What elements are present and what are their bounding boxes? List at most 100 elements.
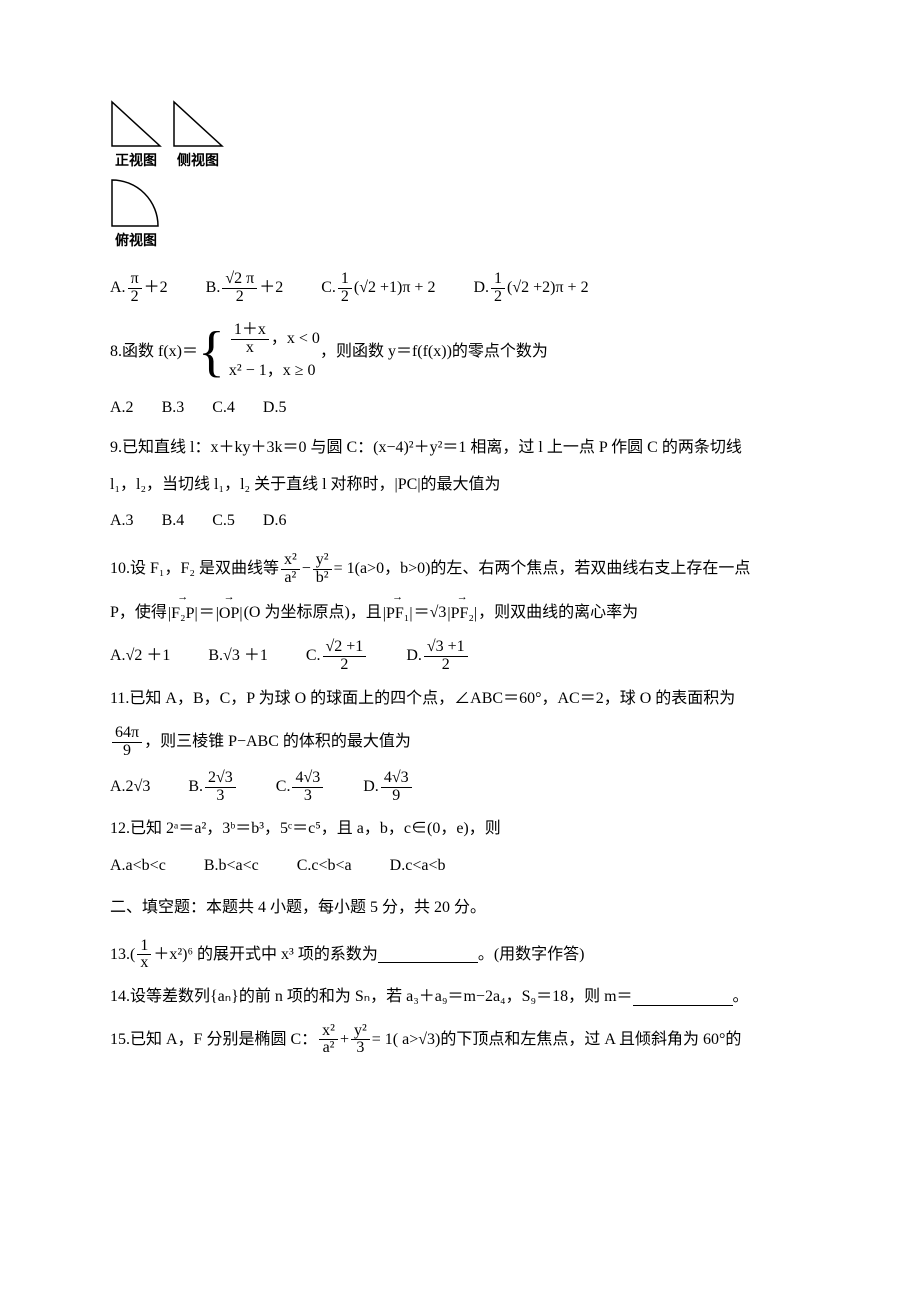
q12-opt-d: D.c<a<b (390, 851, 446, 881)
frac-num: 64π (112, 725, 142, 743)
frac-den: 9 (381, 788, 412, 805)
opt-text: (√2 +1)π + 2 (354, 273, 436, 303)
q10-line2: P，使得 F₂P ＝ OP (O 为坐标原点)，且 PF₁ ＝ √3 PF₂ ，… (110, 597, 638, 629)
q10-opt-a: A.√2 ＋1 (110, 639, 170, 674)
q7-opt-a: A. π2 ＋2 (110, 271, 168, 306)
frac-den: 3 (205, 788, 236, 805)
q15-stem: 15.已知 A，F 分别是椭圆 C： x²a² + y²3 = 1( a> √3… (110, 1023, 741, 1058)
q8-pre: 8.函数 f(x)＝ (110, 337, 198, 367)
frac-num: 2√3 (205, 770, 236, 788)
q15-pre: 15.已知 A，F 分别是椭圆 C： (110, 1025, 317, 1055)
q8-opt-d: D.5 (263, 393, 287, 423)
q14-stem: 14.设等差数列{aₙ}的前 n 项的和为 Sₙ，若 a₃＋a₉＝m−2a₄，S… (110, 982, 749, 1012)
q11-opt-a: A.2√3 (110, 770, 150, 805)
q10-l2-pre: P，使得 (110, 598, 167, 628)
q10-options: A.√2 ＋1 B.√3 ＋1 C.√2 +12 D.√3 +12 (110, 639, 810, 674)
q10-line1: 10.设 F₁，F₂ 是双曲线等 x²a² − y²b² = 1(a>0，b>0… (110, 552, 750, 587)
q8-post: ，则函数 y＝f(f(x))的零点个数为 (320, 337, 548, 367)
q7-opt-c: C. 12 (√2 +1)π + 2 (321, 271, 435, 306)
opt-text: (√2 +2)π + 2 (507, 273, 589, 303)
q11-opt-b: B.2√33 (188, 770, 237, 805)
q14-post: 。 (733, 982, 749, 1012)
q10-mid1: (O 为坐标原点)，且 (244, 598, 382, 628)
q7-opt-b: B. √2 π2 ＋2 (206, 271, 284, 306)
plus-sign: + (340, 1025, 349, 1055)
q10-opt-c: C.√2 +12 (306, 639, 368, 674)
vector-PF1: PF₁ (386, 597, 409, 629)
section-2-header: 二、填空题：本题共 4 小题，每小题 5 分，共 20 分。 (110, 893, 810, 923)
frac-num: √3 +1 (424, 639, 468, 657)
frac-den: x (137, 955, 151, 972)
frac-den: 2 (491, 289, 505, 306)
top-view-icon (110, 178, 162, 228)
left-brace-icon: { (198, 324, 225, 380)
diagram-row-bottom: 俯视图 (110, 178, 810, 256)
diagram-row-top: 正视图 侧视图 (110, 100, 810, 176)
opt-label: D. (473, 273, 489, 303)
opt-label: A. (110, 641, 126, 671)
piecewise-cond: ，x < 0 (271, 328, 320, 350)
opt-text: √3 ＋1 (223, 641, 268, 671)
piecewise-row-1: 1＋xx ，x < 0 (229, 322, 320, 357)
q8-opt-a: A.2 (110, 393, 134, 423)
frac-num: 4√3 (381, 770, 412, 788)
frac-den: 2 (424, 657, 468, 674)
vector-F2P: F₂P (171, 597, 194, 629)
frac-den: b² (313, 570, 332, 587)
q7-options: A. π2 ＋2 B. √2 π2 ＋2 C. 12 (√2 +1)π + 2 … (110, 271, 810, 306)
q12-opt-b: B.b<a<c (204, 851, 259, 881)
frac-den: a² (319, 1040, 338, 1057)
frac-num: √2 π (222, 271, 257, 289)
frac-den: 2 (222, 289, 257, 306)
q9-options: A.3 B.4 C.5 D.6 (110, 506, 810, 536)
q13-post: 。(用数字作答) (478, 940, 585, 970)
fill-blank[interactable] (633, 989, 733, 1006)
q10-opt-d: D.√3 +12 (406, 639, 469, 674)
equals-sign: ＝ (414, 598, 430, 628)
q11-line2: 64π9 ，则三棱锥 P−ABC 的体积的最大值为 (110, 725, 411, 760)
q13-pre: 13.( (110, 940, 135, 970)
side-view-label: 侧视图 (177, 149, 219, 176)
frac-num: y² (351, 1023, 370, 1041)
frac-den: 2 (128, 289, 142, 306)
q11-post: ，则三棱锥 P−ABC 的体积的最大值为 (144, 727, 411, 757)
opt-label: B. (206, 273, 221, 303)
frac-num: 1 (137, 938, 151, 956)
opt-label: B. (208, 641, 223, 671)
q9-line2: l₁，l₂，当切线 l₁，l₂ 关于直线 l 对称时，|PC|的最大值为 (110, 470, 810, 500)
q8-opt-b: B.3 (162, 393, 185, 423)
frac-den: 2 (323, 657, 367, 674)
q12-opt-a: A.a<b<c (110, 851, 166, 881)
vector-OP: OP (219, 597, 239, 629)
frac-num: 1 (491, 271, 505, 289)
piecewise-row-2: x² − 1，x ≥ 0 (229, 360, 320, 382)
opt-label: B. (188, 772, 203, 802)
q9-opt-d: D.6 (263, 506, 287, 536)
q11-opt-d: D.4√39 (363, 770, 413, 805)
q9-line1: 9.已知直线 l：x＋ky＋3k＝0 与圆 C：(x−4)²＋y²＝1 相离，过… (110, 433, 810, 463)
fill-blank[interactable] (378, 946, 478, 963)
front-view-icon (110, 100, 162, 148)
frac-num: 1＋x (231, 322, 269, 340)
top-view-label: 俯视图 (115, 229, 157, 256)
frac-den: 3 (292, 788, 323, 805)
frac-num: √2 +1 (323, 639, 367, 657)
q8-stem: 8.函数 f(x)＝ { 1＋xx ，x < 0 x² − 1，x ≥ 0 ，则… (110, 322, 548, 383)
frac-num: x² (281, 552, 300, 570)
q9-opt-c: C.5 (212, 506, 235, 536)
opt-label: D. (363, 772, 379, 802)
q10-pre: 10.设 F₁，F₂ 是双曲线等 (110, 554, 279, 584)
q12-options: A.a<b<c B.b<a<c C.c<b<a D.c<a<b (110, 851, 810, 881)
opt-label: C. (306, 641, 321, 671)
frac-den: 2 (338, 289, 352, 306)
frac-den: 9 (112, 743, 142, 760)
side-view-icon (172, 100, 224, 148)
opt-text: √3 (134, 772, 151, 802)
opt-label: D. (406, 641, 422, 671)
q14-text: 14.设等差数列{aₙ}的前 n 项的和为 Sₙ，若 a₃＋a₉＝m−2a₄，S… (110, 982, 633, 1012)
q7-opt-d: D. 12 (√2 +2)π + 2 (473, 271, 588, 306)
opt-label: C. (321, 273, 336, 303)
frac-num: 4√3 (292, 770, 323, 788)
q15-post: )的下顶点和左焦点，过 A 且倾斜角为 60°的 (435, 1025, 741, 1055)
opt-label: A. (110, 273, 126, 303)
